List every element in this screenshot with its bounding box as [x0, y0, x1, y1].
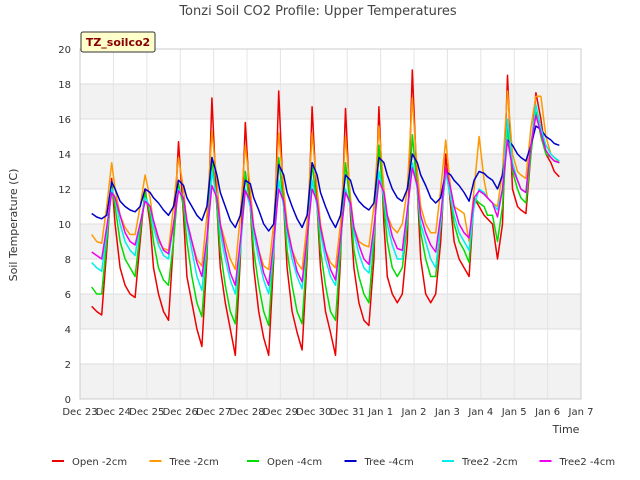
- x-tick-label: Dec 24: [96, 407, 131, 418]
- y-tick-label: 16: [58, 115, 71, 126]
- y-tick-label: 10: [58, 220, 71, 231]
- y-tick-label: 18: [58, 80, 71, 91]
- series-lines: [91, 69, 560, 357]
- x-tick-label: Dec 27: [196, 407, 231, 418]
- site-badge-label: TZ_soilco2: [86, 36, 150, 49]
- y-axis-label: Soil Temperature (C): [7, 169, 20, 282]
- x-tick-label: Dec 31: [330, 407, 365, 418]
- x-tick-label: Dec 25: [129, 407, 164, 418]
- plot-frame: [79, 48, 582, 400]
- y-tick-label: 4: [65, 325, 71, 336]
- x-tick-label: Dec 30: [296, 407, 331, 418]
- series-line-open-4cm: [91, 111, 560, 327]
- legend-label: Open -2cm: [72, 457, 127, 468]
- series-line-tree2-4cm: [91, 114, 560, 287]
- legend-label: Tree -2cm: [169, 457, 219, 468]
- y-tick-label: 0: [65, 395, 71, 406]
- legend-label: Tree2 -2cm: [461, 457, 518, 468]
- plot-band: [80, 84, 581, 119]
- x-tick-label: Jan 7: [568, 407, 594, 418]
- series-line-tree-4cm: [91, 125, 560, 232]
- x-axis-label: Time: [552, 423, 580, 436]
- legend: Open -2cm Tree -2cm Open -4cm Tree -4cm Tree…: [52, 457, 615, 468]
- legend-label: Tree2 -4cm: [559, 457, 616, 468]
- plot-band: [80, 364, 581, 399]
- legend-label: Open -4cm: [267, 457, 322, 468]
- x-tick-label: Dec 26: [163, 407, 198, 418]
- x-tick-label: Jan 6: [534, 407, 560, 418]
- x-tick-label: Jan 1: [367, 407, 393, 418]
- y-tick-label: 20: [58, 45, 71, 56]
- y-tick-label: 12: [58, 185, 71, 196]
- y-tick-label: 2: [65, 360, 71, 371]
- x-tick-label: Jan 4: [467, 407, 493, 418]
- x-tick-label: Dec 28: [229, 407, 264, 418]
- x-tick-label: Jan 5: [501, 407, 527, 418]
- legend-label: Tree -4cm: [364, 457, 414, 468]
- site-badge: TZ_soilco2: [80, 31, 156, 53]
- chart-title: Tonzi Soil CO2 Profile: Upper Temperatur…: [178, 4, 457, 19]
- y-tick-label: 14: [58, 150, 71, 161]
- x-tick-label: Dec 23: [62, 407, 97, 418]
- x-tick-label: Jan 3: [434, 407, 460, 418]
- plot-band: [80, 154, 581, 189]
- x-tick-label: Jan 2: [401, 407, 427, 418]
- x-tick-label: Dec 29: [263, 407, 298, 418]
- y-tick-label: 6: [65, 290, 71, 301]
- series-line-open-2cm: [91, 69, 560, 357]
- y-tick-label: 8: [65, 255, 71, 266]
